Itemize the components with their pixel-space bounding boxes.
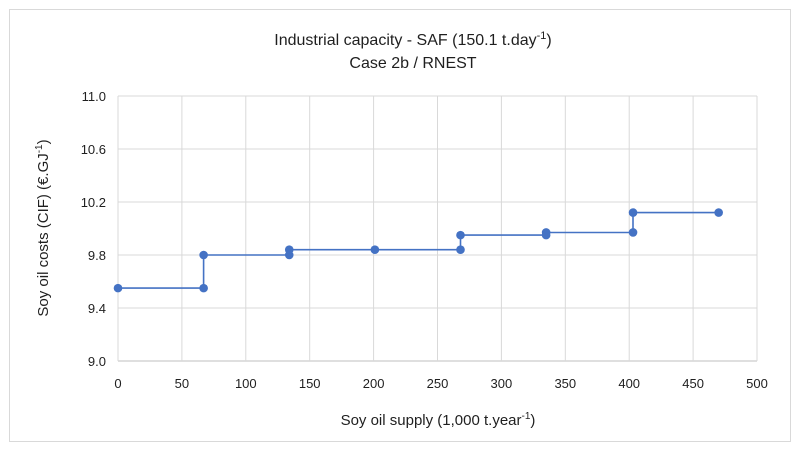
x-tick-label: 400 — [618, 376, 640, 391]
x-tick-labels: 0 50 100 150 200 250 300 350 400 450 500 — [114, 376, 767, 391]
data-point — [628, 228, 638, 237]
x-tick-label: 300 — [491, 376, 513, 391]
x-tick-label: 250 — [427, 376, 449, 391]
series-line — [118, 211, 719, 289]
data-point — [456, 230, 465, 240]
x-tick-label: 50 — [175, 376, 189, 391]
y-tick-label: 10.6 — [81, 142, 106, 157]
y-tick-label: 9.8 — [88, 248, 106, 263]
data-point — [284, 245, 294, 254]
data-point — [199, 283, 208, 293]
data-point — [199, 250, 208, 260]
data-point — [714, 208, 723, 217]
series-layer — [113, 208, 723, 293]
x-tick-label: 450 — [682, 376, 704, 391]
x-tick-label: 350 — [554, 376, 576, 391]
gridlines — [117, 95, 758, 362]
data-point — [113, 283, 123, 293]
y-tick-labels: 9.0 9.4 9.8 10.2 10.6 11.0 — [81, 89, 106, 369]
data-point — [456, 245, 465, 254]
y-tick-label: 11.0 — [82, 89, 106, 104]
data-point — [628, 208, 638, 217]
data-point — [370, 245, 380, 254]
x-axis-label: Soy oil supply (1,000 t.year-1) — [341, 411, 536, 429]
chart-frame — [9, 9, 791, 442]
chart-title: Industrial capacity - SAF (150.1 t.day-1… — [274, 30, 551, 49]
y-axis-label: Soy oil costs (CIF) (€.GJ-1) — [34, 139, 52, 316]
y-tick-label: 9.4 — [88, 301, 106, 316]
x-tick-label: 0 — [114, 376, 121, 391]
x-tick-label: 150 — [299, 376, 321, 391]
chart-subtitle: Case 2b / RNEST — [349, 55, 476, 72]
y-tick-label: 9.0 — [88, 354, 106, 369]
data-point — [541, 228, 551, 237]
x-tick-label: 500 — [746, 376, 768, 391]
x-tick-label: 100 — [235, 376, 257, 391]
x-tick-label: 200 — [363, 376, 385, 391]
y-tick-label: 10.2 — [81, 195, 106, 210]
